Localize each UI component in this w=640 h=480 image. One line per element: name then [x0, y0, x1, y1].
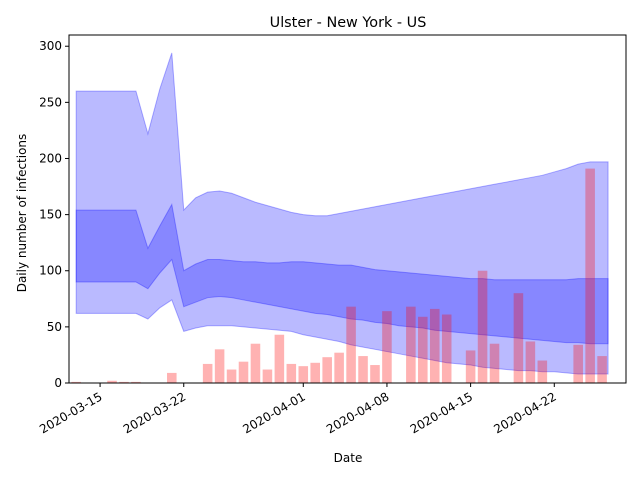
- observed-bar: [525, 341, 536, 383]
- y-tick-label: 0: [54, 376, 62, 390]
- y-axis-label: Daily number of infections: [15, 134, 29, 293]
- observed-bar: [131, 381, 141, 383]
- observed-bar: [406, 306, 416, 383]
- observed-bar: [226, 369, 237, 383]
- observed-bar: [418, 316, 428, 383]
- observed-bar: [334, 352, 344, 383]
- observed-bar: [429, 308, 440, 383]
- observed-bar: [358, 356, 368, 383]
- observed-bar: [119, 381, 129, 383]
- observed-bar: [513, 293, 524, 383]
- observed-bar: [298, 366, 309, 383]
- observed-bar: [537, 360, 548, 383]
- observed-bar: [310, 362, 321, 383]
- observed-bar: [286, 363, 297, 383]
- y-tick-label: 300: [39, 39, 62, 53]
- observed-bar: [489, 343, 500, 383]
- estimate-bands: [75, 52, 609, 375]
- observed-bar: [214, 349, 225, 383]
- observed-bar: [322, 357, 332, 383]
- observed-bar: [274, 334, 285, 383]
- observed-bar: [107, 380, 117, 383]
- observed-bar: [250, 343, 261, 383]
- x-axis-label: Date: [334, 451, 363, 465]
- observed-bar: [441, 314, 452, 383]
- y-tick-label: 150: [39, 208, 62, 222]
- observed-bar: [573, 344, 583, 383]
- observed-bar: [597, 356, 607, 383]
- observed-bar: [202, 363, 213, 383]
- observed-bars: [71, 168, 607, 383]
- observed-bar: [382, 311, 392, 383]
- outer-credible-band: [75, 52, 609, 375]
- observed-bar: [477, 270, 488, 383]
- observed-bar: [346, 306, 356, 383]
- observed-bar: [167, 372, 177, 383]
- inner-credible-band: [75, 203, 609, 345]
- observed-bar: [370, 365, 380, 383]
- plot-frame: [68, 34, 627, 384]
- chart-title: Ulster - New York - US: [270, 15, 427, 31]
- y-tick-label: 100: [39, 264, 62, 278]
- observed-bar: [262, 369, 273, 383]
- observed-bar: [71, 381, 81, 383]
- y-tick-label: 200: [39, 151, 62, 165]
- y-tick-label: 50: [47, 320, 62, 334]
- observed-bar: [238, 361, 249, 383]
- observed-bar: [585, 168, 595, 383]
- observed-bar: [465, 350, 476, 383]
- y-tick-label: 250: [39, 95, 62, 109]
